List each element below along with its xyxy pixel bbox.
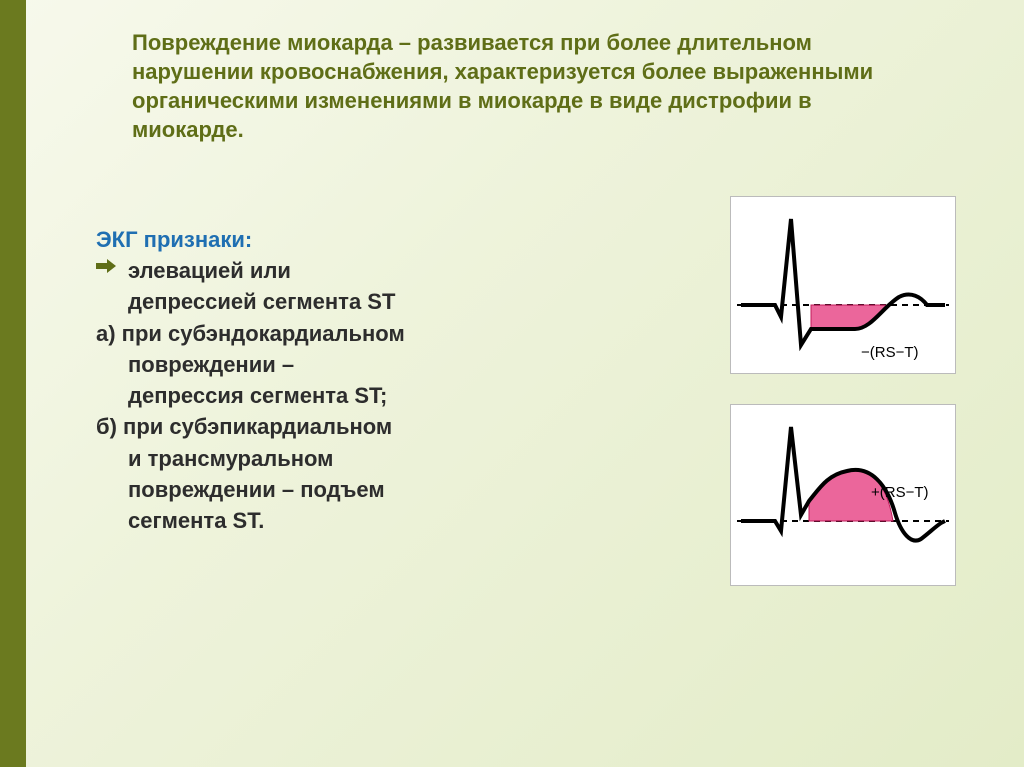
slide: Повреждение миокарда – развивается при б…	[0, 0, 1024, 767]
item-b-line-2: и трансмуральном	[96, 443, 616, 474]
item-a-line-3: депрессия сегмента ST;	[96, 380, 616, 411]
ecg-elevation-figure: +(RS−T)	[730, 404, 956, 586]
ecg-depression-label: −(RS−T)	[861, 344, 919, 361]
item-b-line-1: б) при субэпикардиальном	[96, 411, 616, 442]
title-text: Повреждение миокарда – развивается при б…	[132, 28, 892, 144]
arrow-right-icon	[96, 259, 116, 273]
body-block: ЭКГ признаки: элевацией или депрессией с…	[96, 224, 616, 536]
body-heading: ЭКГ признаки:	[96, 224, 616, 255]
body-list: элевацией или	[96, 255, 616, 286]
ecg-elevation-label: +(RS−T)	[871, 484, 929, 501]
bullet-item: элевацией или	[96, 255, 616, 286]
ecg-depression-figure: −(RS−T)	[730, 196, 956, 374]
item-b-line-4: сегмента ST.	[96, 505, 616, 536]
bullet-line-1: элевацией или	[128, 258, 291, 283]
item-a-line-2: повреждении –	[96, 349, 616, 380]
ecg-elevation-svg: +(RS−T)	[731, 405, 955, 585]
bullet-line-2: депрессией сегмента ST	[96, 286, 616, 317]
item-a-line-1: а) при субэндокардиальном	[96, 318, 616, 349]
ecg-depression-svg: −(RS−T)	[731, 197, 955, 373]
sidebar-accent	[0, 0, 26, 767]
item-b-line-3: повреждении – подъем	[96, 474, 616, 505]
